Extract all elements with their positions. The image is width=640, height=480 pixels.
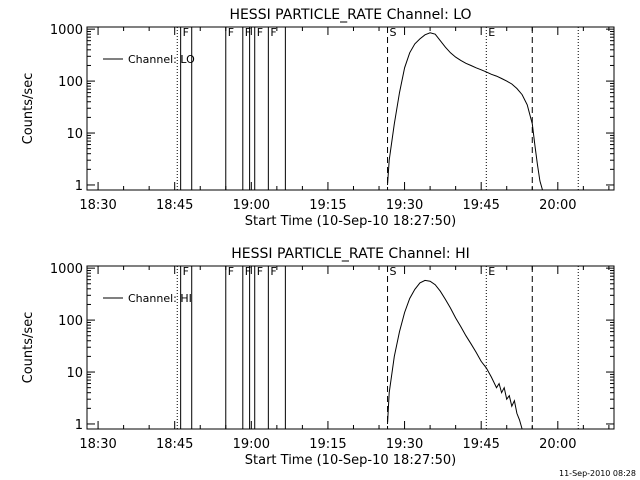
legend-label: Channel: LO (128, 53, 195, 66)
y-axis-label: Counts/sec (21, 312, 36, 384)
chart-panel-2: HESSI PARTICLE_RATE Channel: HI 1 10 100 100… (21, 246, 615, 468)
x-tick-label: 19:00 (233, 437, 270, 452)
footer-timestamp: 11-Sep-2010 08:28 (559, 469, 636, 478)
marker-label: F (228, 265, 234, 278)
marker-label: F (183, 26, 189, 39)
plot-frame (86, 265, 615, 430)
x-tick-label: 18:30 (79, 437, 116, 452)
marker-label: F (270, 26, 276, 39)
y-tick-label: 10 (66, 366, 83, 381)
x-tick-label: 18:45 (156, 198, 193, 213)
y-tick-label: 1000 (50, 262, 83, 277)
marker-label: S (390, 26, 397, 39)
marker-label: E (488, 26, 495, 39)
x-tick-label: 20:00 (539, 198, 576, 213)
x-tick-label: 20:00 (539, 437, 576, 452)
y-tick-label: 1 (75, 418, 83, 433)
legend-label: Channel: HI (128, 292, 192, 305)
chart-title: HESSI PARTICLE_RATE Channel: LO (229, 7, 471, 23)
chart-title: HESSI PARTICLE_RATE Channel: HI (231, 246, 469, 262)
y-axis-label: Counts/sec (21, 73, 36, 145)
series-line (387, 279, 523, 430)
marker-label: E (488, 265, 495, 278)
marker-label: F (257, 26, 263, 39)
y-tick-label: 100 (58, 314, 83, 329)
marker-label: F (270, 265, 276, 278)
x-tick-label: 19:45 (462, 437, 499, 452)
plot-frame (86, 26, 615, 191)
x-tick-label: 19:45 (462, 198, 499, 213)
marker-label: S (390, 265, 397, 278)
y-tick-label: 1 (75, 179, 83, 194)
x-tick-label: 18:45 (156, 437, 193, 452)
chart-panel-1: HESSI PARTICLE_RATE Channel: LO 1 10 100 100… (21, 7, 615, 229)
marker-label: F (257, 265, 263, 278)
x-tick-label: 19:00 (233, 198, 270, 213)
marker-label: F (183, 265, 189, 278)
series-line (387, 32, 543, 191)
y-tick-label: 10 (66, 127, 83, 142)
marker-label: F (245, 265, 251, 278)
x-tick-label: 19:30 (386, 198, 423, 213)
y-tick-label: 1000 (50, 23, 83, 38)
x-tick-label: 18:30 (79, 198, 116, 213)
x-tick-label: 19:15 (309, 198, 346, 213)
x-axis-label: Start Time (10-Sep-10 18:27:50) (245, 453, 456, 468)
x-axis-label: Start Time (10-Sep-10 18:27:50) (245, 214, 456, 229)
x-tick-label: 19:15 (309, 437, 346, 452)
marker-label: F (228, 26, 234, 39)
y-tick-label: 100 (58, 75, 83, 90)
marker-label: F (245, 26, 251, 39)
x-tick-label: 19:30 (386, 437, 423, 452)
